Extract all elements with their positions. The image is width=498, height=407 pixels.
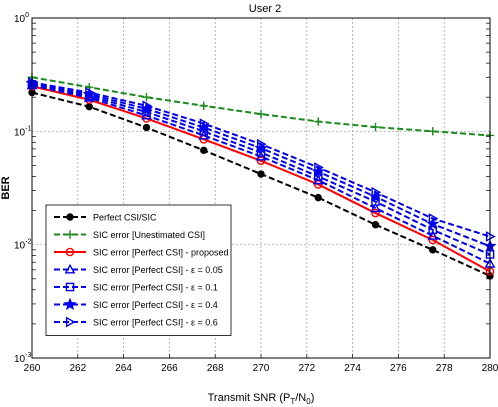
legend-label: SIC error [Unestimated CSI] [93,230,205,240]
x-tick-label: 270 [253,363,270,374]
data-point [428,235,438,245]
data-point [371,221,380,229]
x-tick-label: 262 [69,363,86,374]
data-point [85,87,95,98]
data-point [256,138,267,150]
series-layer [25,73,497,280]
x-tick-label: 274 [344,363,361,374]
legend-label: SIC error [Perfect CSI] - ε = 0.05 [93,265,223,275]
legend-entry: SIC error [Perfect CSI] - ε = 0.05 [54,263,223,275]
legend-label: SIC error [Perfect CSI] - proposed [93,248,229,258]
data-point [199,118,210,129]
data-point [370,202,381,213]
data-point [428,127,437,136]
legend-entry: SIC error [Unestimated CSI] [54,230,205,240]
data-point [200,146,208,155]
data-point [142,100,153,112]
data-point [256,109,266,119]
data-point [371,122,380,132]
x-tick-label: 280 [482,363,498,374]
x-tick-label: 266 [161,363,178,374]
data-point [428,213,439,224]
legend-label: SIC error [Perfect CSI] - ε = 0.4 [93,300,218,310]
x-tick-label: 278 [436,363,453,374]
legend-label: Perfect CSI/SIC [93,213,157,223]
x-axis-label: Transmit SNR (PT/N0) [208,392,315,406]
series-line [31,76,491,137]
legend-marker [66,213,74,221]
data-point [256,156,266,166]
data-point [429,246,437,254]
legend-entry: SIC error [Perfect CSI] - ε = 0.4 [54,297,218,311]
x-tick-label: 272 [298,363,315,374]
data-point [199,101,208,110]
legend-marker [64,263,76,274]
y-tick-labels: 100 10-1 10-2 10-3 [14,12,31,365]
data-point [85,102,93,111]
data-point [142,93,151,102]
legend-entry: Perfect CSI/SIC [54,213,157,223]
data-point [314,162,324,173]
x-tick-label: 260 [24,363,41,374]
data-point [314,117,323,126]
legend-entry: SIC error [Perfect CSI] - ε = 0.6 [54,316,218,328]
y-axis-label: BER [0,176,12,199]
y-tick-label: 10-2 [14,239,31,252]
legend-label: SIC error [Perfect CSI] - ε = 0.1 [93,283,218,293]
x-tick-label: 276 [390,363,407,374]
legend-marker [65,230,75,239]
series-line [31,81,491,238]
legend-marker [65,282,75,292]
legend: Perfect CSI/SIC SIC error [Unestimated CS… [45,204,232,336]
data-point [371,208,380,218]
series-line [31,85,491,273]
series-line [31,84,491,265]
data-point [314,193,322,202]
legend-entry: SIC error [Perfect CSI] - ε = 0.1 [54,283,218,293]
legend-entry: SIC error [Perfect CSI] - proposed [54,248,229,258]
chart-title: User 2 [249,3,281,15]
series-line [31,83,491,256]
y-tick-label: 100 [14,12,29,25]
data-point [142,123,151,132]
data-point [257,170,265,178]
x-tick-label: 268 [207,363,224,374]
data-point [371,186,382,198]
legend-marker [63,297,77,311]
x-tick-label: 264 [115,363,132,374]
x-tick-labels: 260 262 264 266 268 270 272 274 276 278 280 [24,354,498,374]
y-tick-label: 10-1 [14,125,31,138]
legend-label: SIC error [Perfect CSI] - ε = 0.6 [93,318,218,328]
legend-marker [65,316,76,328]
data-point [427,230,439,240]
y-tick-label: 10-3 [14,352,31,365]
legend-marker [65,247,75,257]
